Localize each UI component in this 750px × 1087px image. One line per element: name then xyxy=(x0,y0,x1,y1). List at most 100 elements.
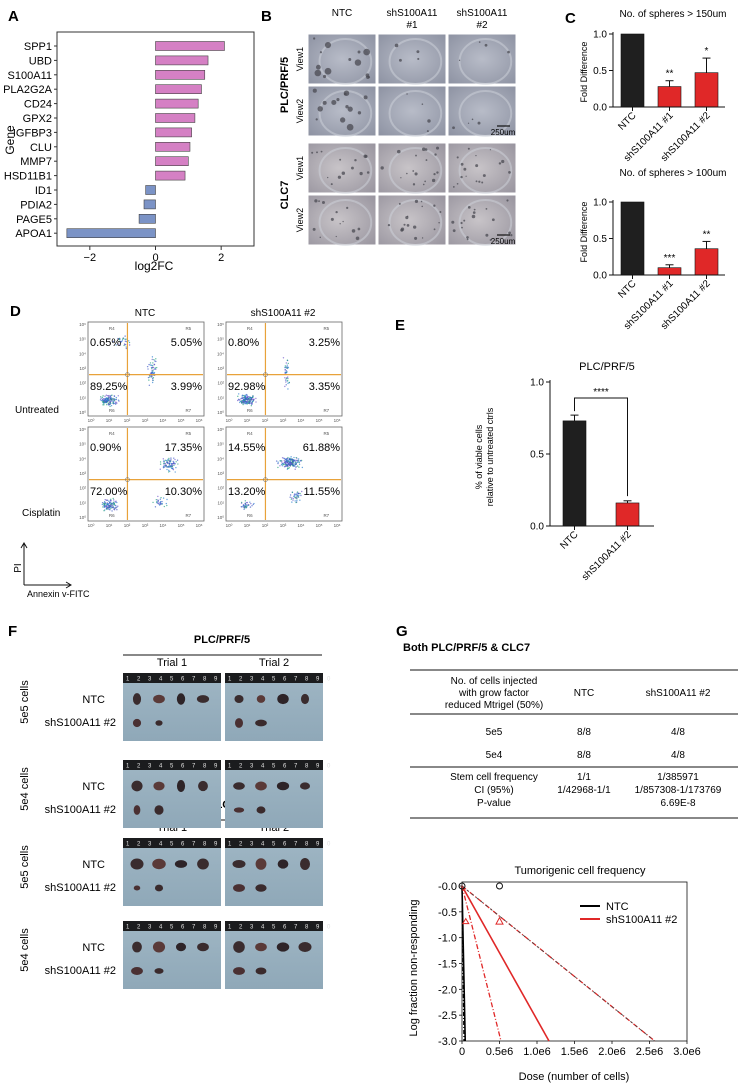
cell-dose-label: 5e4 cells xyxy=(19,928,31,972)
panel-a-category-labels: SPP1 UBD S100A11 PLA2G2A CD24 GPX2 IGFBP3 CLU MM… xyxy=(3,41,57,240)
cell-dose-label: 5e5 cells xyxy=(19,845,31,889)
flow-axis-tick: 10³ xyxy=(217,366,224,371)
view-label: View1 xyxy=(295,47,305,71)
category-label: NTC xyxy=(616,278,638,300)
panel-e-chart: 0.0 0.5 1.0 NTC shS100A11 #2 **** xyxy=(530,378,654,583)
panel-c-bottom-ylabel: Fold Difference xyxy=(579,202,589,263)
series-line-kd xyxy=(461,885,550,1042)
flow-axis-tick: 10⁵ xyxy=(316,523,323,528)
x-tick-label: 2.5e6 xyxy=(636,1046,664,1058)
tumor xyxy=(255,884,267,892)
gate-label: R6 xyxy=(109,513,115,518)
table-r2-c2: 8/8 xyxy=(577,750,591,761)
flow-axis-tick: 10³ xyxy=(79,366,86,371)
legend-ntc: NTC xyxy=(606,901,629,913)
ruler-digits: 1 2 3 4 5 6 7 8 9 0 xyxy=(228,925,333,931)
ruler-digits: 1 2 3 4 5 6 7 8 9 0 xyxy=(228,764,333,770)
tumor xyxy=(276,781,290,791)
flow-axis-tick: 10¹ xyxy=(217,500,224,505)
ruler xyxy=(123,838,221,848)
flow-axis-tick: 10¹ xyxy=(217,395,224,400)
flow-axis-tick: 10² xyxy=(79,381,86,386)
panel-f-title-plc: PLC/PRF/5 xyxy=(194,634,250,646)
tumor xyxy=(152,941,166,953)
flow-axis-tick: 10¹ xyxy=(79,395,86,400)
gene-label: MMP7 xyxy=(20,156,52,168)
flow-axis-tick: 10² xyxy=(124,523,131,528)
gate-label: R7 xyxy=(185,408,191,413)
view-label: View2 xyxy=(295,208,305,232)
stats-label-3: P-value xyxy=(477,798,511,809)
gate-label: R5 xyxy=(185,326,191,331)
bar xyxy=(694,248,719,276)
y-tick-label: 0.5 xyxy=(593,234,607,245)
gene-label: GPX2 xyxy=(23,113,52,125)
panel-b-col-sh2-line1: shS100A11 xyxy=(457,8,508,19)
y-tick-label: -0.0 xyxy=(438,881,457,893)
panel-a-ylabel: Gene xyxy=(3,125,17,155)
sample-label-ntc: NTC xyxy=(82,942,105,954)
quadrant-percent: 11.55% xyxy=(304,486,341,498)
quadrant-percent: 17.35% xyxy=(165,442,203,454)
significance-bracket xyxy=(574,397,628,497)
flow-axis-tick: 10⁵ xyxy=(178,523,185,528)
panel-g-ldla: Both PLC/PRF/5 & CLC7 No. of cells injec… xyxy=(403,642,738,1083)
stats-ntc-1: 1/1 xyxy=(577,772,591,783)
tumor xyxy=(255,719,267,727)
tumor xyxy=(300,693,310,705)
gate-label: R5 xyxy=(323,431,329,436)
quadrant-percent: 3.25% xyxy=(309,337,340,349)
flow-axis-tick: 10⁴ xyxy=(217,456,224,461)
flow-axis-tick: 10⁰ xyxy=(79,515,86,520)
tumor-photo xyxy=(225,760,323,828)
bar xyxy=(615,502,640,527)
ci-line-ntc xyxy=(461,885,465,1042)
flow-axis-tick: 10² xyxy=(262,523,269,528)
tumor xyxy=(153,781,165,791)
flow-axis-tick: 10⁴ xyxy=(298,418,305,423)
gate-label: R6 xyxy=(109,408,115,413)
flow-axis-tick: 10⁶ xyxy=(334,418,341,423)
y-tick-label: -2.5 xyxy=(438,1010,457,1022)
cell-dose-label: 5e4 cells xyxy=(19,767,31,811)
table-head-c3: shS100A11 #2 xyxy=(646,688,711,699)
y-tick-label: 1.0 xyxy=(593,30,607,41)
panel-e-title: PLC/PRF/5 xyxy=(579,361,635,373)
category-label: NTC xyxy=(616,110,638,132)
gate-label: R4 xyxy=(247,326,253,331)
table-r1-c1: 5e5 xyxy=(486,727,503,738)
tumor-photo xyxy=(123,838,221,906)
ldla-xlabel: Dose (number of cells) xyxy=(519,1071,630,1083)
bar xyxy=(562,420,587,527)
tumor xyxy=(256,806,266,814)
tumor xyxy=(132,941,142,953)
y-tick-label: -2.0 xyxy=(438,984,457,996)
tumor xyxy=(299,782,311,790)
tumor xyxy=(130,858,144,870)
gene-label: PLA2G2A xyxy=(3,84,53,96)
ci-line-kd-lower xyxy=(461,885,502,1042)
tumor xyxy=(131,967,143,975)
panel-g-heading: Both PLC/PRF/5 & CLC7 xyxy=(403,642,530,654)
tumor xyxy=(175,942,187,952)
y-tick-label: -1.5 xyxy=(438,959,457,971)
view-label: View2 xyxy=(295,99,305,123)
tumor xyxy=(197,942,209,952)
tumor xyxy=(155,720,163,726)
bar-spp1 xyxy=(155,41,225,51)
gate-label: R6 xyxy=(247,408,253,413)
ruler xyxy=(225,760,323,770)
tumor xyxy=(255,967,267,975)
tumor xyxy=(131,780,143,792)
panel-letter-b: B xyxy=(261,8,272,25)
bar-hsd11b1 xyxy=(155,170,186,181)
gene-label: IGFBP3 xyxy=(13,127,52,139)
tumor-photo xyxy=(123,921,221,989)
tumor-photo xyxy=(225,673,323,741)
category-label: shS100A11 #2 xyxy=(580,529,634,583)
tumor xyxy=(176,780,186,792)
stats-ntc-2: 1/42968-1/1 xyxy=(557,785,611,796)
sample-label-ntc: NTC xyxy=(82,781,105,793)
